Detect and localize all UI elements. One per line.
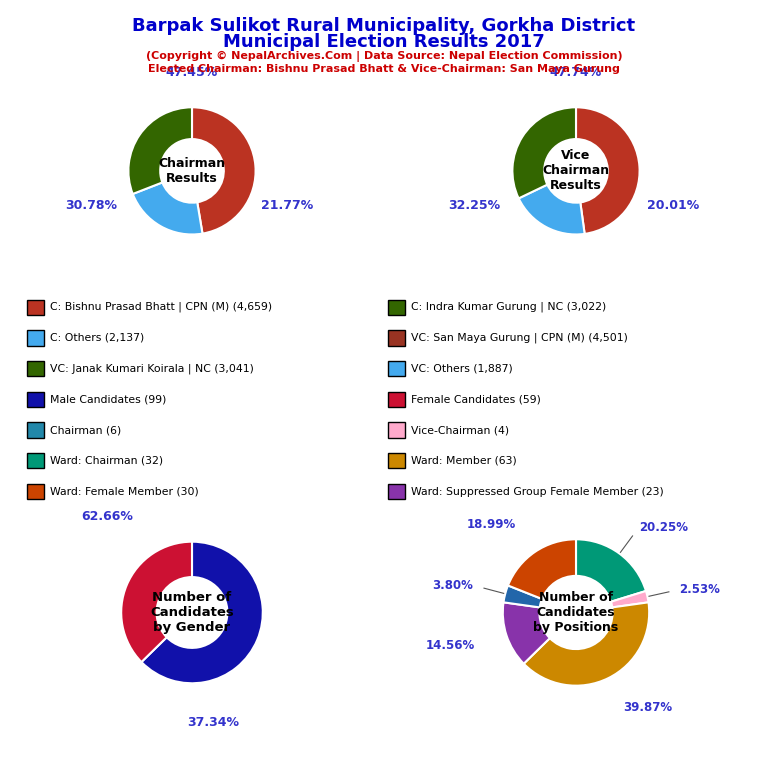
- Text: Male Candidates (99): Male Candidates (99): [50, 394, 167, 405]
- Text: Municipal Election Results 2017: Municipal Election Results 2017: [223, 33, 545, 51]
- Text: Female Candidates (59): Female Candidates (59): [411, 394, 541, 405]
- Text: Vice-Chairman (4): Vice-Chairman (4): [411, 425, 509, 435]
- Text: Ward: Suppressed Group Female Member (23): Ward: Suppressed Group Female Member (23…: [411, 486, 664, 497]
- Text: 21.77%: 21.77%: [261, 200, 313, 213]
- Wedge shape: [512, 108, 576, 198]
- Wedge shape: [133, 183, 203, 234]
- Text: 37.34%: 37.34%: [187, 716, 240, 729]
- Text: 20.01%: 20.01%: [647, 200, 699, 213]
- Text: Barpak Sulikot Rural Municipality, Gorkha District: Barpak Sulikot Rural Municipality, Gorkh…: [132, 17, 636, 35]
- Text: 39.87%: 39.87%: [623, 701, 672, 714]
- Wedge shape: [524, 602, 649, 686]
- Wedge shape: [576, 539, 646, 601]
- Wedge shape: [141, 541, 263, 684]
- Wedge shape: [128, 108, 192, 194]
- Text: 47.45%: 47.45%: [166, 66, 218, 79]
- Text: 62.66%: 62.66%: [81, 511, 133, 524]
- Text: Elected Chairman: Bishnu Prasad Bhatt & Vice-Chairman: San Maya Gurung: Elected Chairman: Bishnu Prasad Bhatt & …: [148, 64, 620, 74]
- Text: 14.56%: 14.56%: [426, 639, 475, 652]
- Text: 20.25%: 20.25%: [639, 521, 688, 534]
- Wedge shape: [121, 541, 192, 662]
- Text: Number of
Candidates
by Positions: Number of Candidates by Positions: [533, 591, 619, 634]
- Text: Chairman
Results: Chairman Results: [158, 157, 226, 185]
- Text: VC: Janak Kumari Koirala | NC (3,041): VC: Janak Kumari Koirala | NC (3,041): [50, 363, 253, 374]
- Wedge shape: [518, 184, 584, 234]
- Text: 2.53%: 2.53%: [680, 583, 720, 596]
- Text: C: Indra Kumar Gurung | NC (3,022): C: Indra Kumar Gurung | NC (3,022): [411, 302, 606, 313]
- Text: Ward: Member (63): Ward: Member (63): [411, 455, 517, 466]
- Wedge shape: [576, 108, 640, 234]
- Text: 47.74%: 47.74%: [550, 66, 602, 79]
- Wedge shape: [192, 108, 256, 233]
- Text: (Copyright © NepalArchives.Com | Data Source: Nepal Election Commission): (Copyright © NepalArchives.Com | Data So…: [146, 51, 622, 61]
- Text: Vice
Chairman
Results: Vice Chairman Results: [542, 150, 610, 192]
- Text: VC: Others (1,887): VC: Others (1,887): [411, 363, 512, 374]
- Text: 18.99%: 18.99%: [467, 518, 516, 531]
- Wedge shape: [508, 539, 576, 599]
- Wedge shape: [504, 585, 542, 607]
- Text: 30.78%: 30.78%: [65, 200, 118, 213]
- Wedge shape: [611, 591, 648, 607]
- Text: Number of
Candidates
by Gender: Number of Candidates by Gender: [150, 591, 234, 634]
- Text: VC: San Maya Gurung | CPN (M) (4,501): VC: San Maya Gurung | CPN (M) (4,501): [411, 333, 627, 343]
- Text: 32.25%: 32.25%: [449, 200, 500, 213]
- Wedge shape: [503, 602, 550, 664]
- Text: Chairman (6): Chairman (6): [50, 425, 121, 435]
- Text: C: Others (2,137): C: Others (2,137): [50, 333, 144, 343]
- Text: Ward: Chairman (32): Ward: Chairman (32): [50, 455, 163, 466]
- Text: C: Bishnu Prasad Bhatt | CPN (M) (4,659): C: Bishnu Prasad Bhatt | CPN (M) (4,659): [50, 302, 272, 313]
- Text: Ward: Female Member (30): Ward: Female Member (30): [50, 486, 199, 497]
- Text: 3.80%: 3.80%: [432, 579, 473, 592]
